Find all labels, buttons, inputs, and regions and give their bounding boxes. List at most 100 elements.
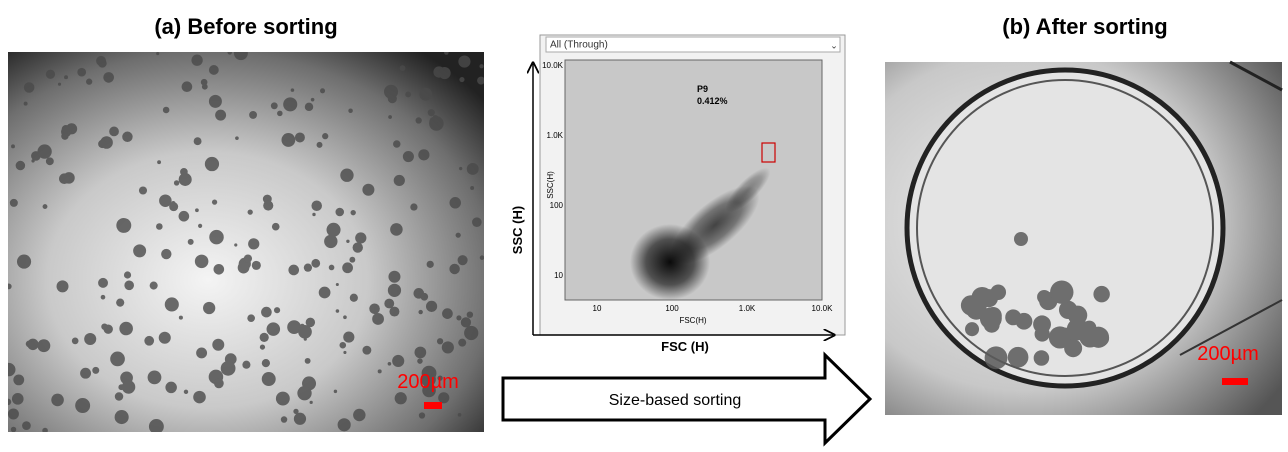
spheroid	[233, 52, 248, 61]
spheroid	[249, 110, 258, 119]
spheroid	[328, 264, 335, 271]
micrograph-before	[8, 52, 484, 432]
spheroid	[343, 315, 347, 320]
spheroid	[114, 392, 124, 401]
spheroid	[266, 322, 281, 336]
spheroid	[234, 243, 238, 247]
spheroid	[457, 412, 462, 417]
spheroid	[990, 284, 1007, 301]
spheroid	[200, 78, 208, 86]
spheroid	[122, 131, 133, 142]
spheroid	[326, 222, 341, 237]
spheroid	[436, 338, 444, 345]
spheroid	[23, 82, 35, 93]
spheroid	[208, 65, 219, 75]
spheroid	[165, 381, 177, 394]
spheroid	[340, 168, 354, 182]
spheroid	[227, 52, 232, 55]
spheroid	[983, 316, 1000, 333]
spheroid	[294, 132, 305, 143]
spheroid	[458, 338, 467, 347]
spheroid	[280, 416, 288, 423]
spheroid	[193, 390, 206, 404]
density-cloud	[725, 167, 771, 213]
spheroid	[337, 418, 351, 432]
spheroid	[984, 346, 1008, 370]
spheroid	[9, 198, 18, 207]
x-label-small: FSC(H)	[679, 316, 706, 325]
spheroid	[178, 315, 183, 320]
scale-bar	[1222, 378, 1248, 385]
spheroid	[312, 212, 316, 217]
spheroid	[384, 84, 399, 99]
spheroid	[123, 271, 132, 279]
spheroid	[61, 124, 70, 134]
spheroid	[37, 339, 51, 353]
spheroid	[98, 277, 109, 288]
spheroid	[479, 255, 484, 260]
spheroid	[350, 209, 356, 216]
spheroid	[377, 369, 382, 374]
spheroid	[57, 82, 62, 86]
spheroid	[180, 167, 188, 176]
x-tick-label: 100	[665, 304, 679, 313]
spheroid	[1033, 350, 1050, 366]
spheroid	[45, 157, 54, 166]
spheroid	[420, 292, 429, 301]
spheroid	[8, 408, 19, 420]
spheroid	[124, 280, 134, 291]
spheroid	[1007, 346, 1029, 368]
spheroid	[288, 264, 300, 276]
spheroid	[22, 421, 31, 430]
spheroid	[394, 392, 407, 405]
spheroid	[271, 222, 280, 231]
spheroid	[193, 137, 202, 146]
spheroid	[171, 201, 176, 206]
spheroid	[388, 270, 401, 283]
spheroid	[305, 317, 316, 328]
spheroid	[110, 351, 125, 367]
x-ticks: 10 100 1.0K 10.0K	[593, 304, 834, 313]
spheroid	[442, 308, 453, 319]
spheroid	[114, 410, 129, 425]
spheroid	[247, 209, 253, 215]
spheroid	[390, 223, 403, 236]
spheroid	[1064, 339, 1083, 358]
spheroid	[438, 67, 451, 80]
spheroid	[86, 78, 93, 85]
spheroid	[198, 223, 203, 228]
spheroid	[23, 101, 28, 106]
spheroid	[242, 360, 251, 369]
spheroid	[178, 172, 192, 186]
spheroid	[388, 115, 392, 119]
spheroid	[275, 391, 290, 406]
y-tick-label: 10.0K	[542, 61, 564, 70]
spheroid	[51, 393, 64, 407]
spheroid	[320, 88, 326, 94]
spheroid	[147, 370, 162, 385]
y-tick-label: 100	[550, 201, 564, 210]
spheroid	[42, 204, 48, 210]
spheroid	[362, 345, 372, 355]
spheroid	[158, 331, 171, 344]
gate-percent: 0.412%	[697, 96, 728, 106]
spheroid	[25, 340, 33, 348]
spheroid	[247, 314, 255, 322]
dropdown-text: All (Through)	[550, 40, 608, 51]
spheroid	[281, 133, 296, 147]
spheroid	[211, 199, 218, 205]
spheroid	[449, 197, 461, 209]
panel-title: (a) Before sorting	[154, 14, 337, 39]
x-tick-label: 1.0K	[739, 304, 756, 313]
spheroid	[277, 110, 283, 117]
spheroid	[343, 350, 347, 355]
spheroid	[346, 239, 350, 244]
spheroid	[16, 254, 32, 269]
spheroid	[437, 375, 443, 381]
y-ticks: 10.0K 1.0K 100 10	[542, 61, 564, 280]
spheroid	[470, 185, 475, 190]
spheroid	[355, 232, 367, 244]
spheroid	[159, 194, 172, 208]
spheroid	[263, 200, 274, 211]
